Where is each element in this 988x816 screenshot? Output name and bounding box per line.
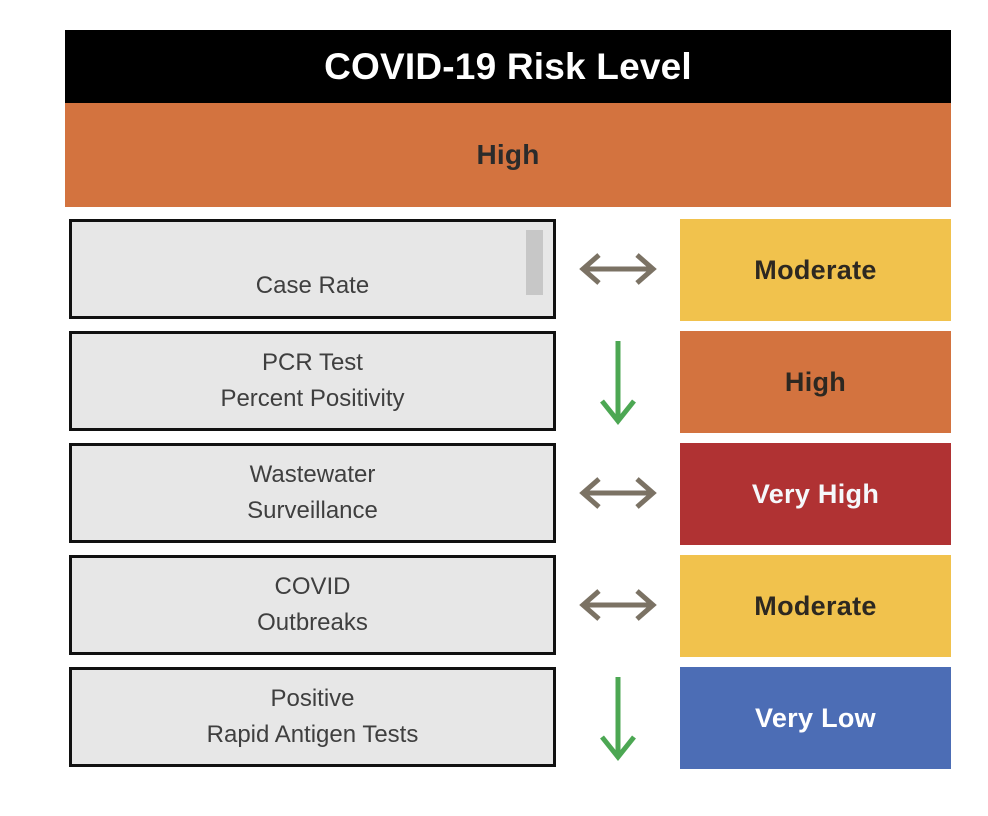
indicator-row-rapid-antigen: Positive Rapid Antigen Tests Very Low [0, 667, 988, 769]
risk-level-label: Very High [751, 478, 880, 509]
metric-box: Positive Rapid Antigen Tests [69, 667, 556, 767]
scrollbar-thumb[interactable] [526, 230, 543, 295]
trend-arrow [576, 331, 660, 431]
risk-level-box: Very High [680, 443, 951, 545]
metric-label-line: Percent Positivity [220, 385, 405, 412]
metric-label: Positive Rapid Antigen Tests [207, 681, 419, 753]
metric-label: Case Rate [256, 268, 369, 304]
panel-title: COVID-19 Risk Level [324, 45, 692, 87]
left-right-arrow-icon [577, 586, 659, 624]
risk-level-box: High [680, 331, 951, 433]
trend-arrow [576, 555, 660, 655]
metric-box: Case Rate [69, 219, 556, 319]
metric-box: COVID Outbreaks [69, 555, 556, 655]
metric-label-line: Rapid Antigen Tests [206, 721, 419, 748]
metric-label-line: Surveillance [247, 497, 378, 524]
metric-label-line: PCR Test [262, 349, 363, 376]
indicator-row-wastewater: Wastewater Surveillance Very High [0, 443, 988, 545]
left-right-arrow-icon [577, 474, 659, 512]
risk-level-label: Moderate [754, 254, 877, 285]
trend-arrow [576, 443, 660, 543]
metric-label: PCR Test Percent Positivity [220, 345, 404, 417]
metric-label-line: Wastewater [249, 461, 376, 488]
trend-arrow [576, 219, 660, 319]
risk-level-box: Moderate [680, 555, 951, 657]
risk-level-box: Moderate [680, 219, 951, 321]
metric-label: Wastewater Surveillance [247, 457, 378, 529]
metric-label-line: COVID [274, 573, 351, 600]
left-right-arrow-icon [577, 250, 659, 288]
risk-level-box: Very Low [680, 667, 951, 769]
down-arrow-icon [596, 673, 640, 762]
indicator-row-pcr-positivity: PCR Test Percent Positivity High [0, 331, 988, 433]
risk-level-label: Moderate [754, 590, 877, 621]
trend-arrow [576, 667, 660, 767]
metric-box: PCR Test Percent Positivity [69, 331, 556, 431]
metric-label: COVID Outbreaks [257, 569, 368, 641]
overall-risk-label: High [476, 139, 540, 170]
metric-label-line: Case Rate [255, 272, 370, 299]
metric-label-line: Outbreaks [257, 609, 368, 636]
down-arrow-icon [596, 337, 640, 426]
indicator-row-outbreaks: COVID Outbreaks Moderate [0, 555, 988, 657]
risk-level-label: Very Low [755, 702, 876, 733]
metric-box: Wastewater Surveillance [69, 443, 556, 543]
overall-risk-banner: High [65, 103, 951, 207]
panel-title-bar: COVID-19 Risk Level [65, 30, 951, 103]
risk-level-label: High [784, 366, 847, 397]
metric-label-line: Positive [270, 685, 355, 712]
indicator-row-case-rate: Case Rate Moderate [0, 219, 988, 321]
